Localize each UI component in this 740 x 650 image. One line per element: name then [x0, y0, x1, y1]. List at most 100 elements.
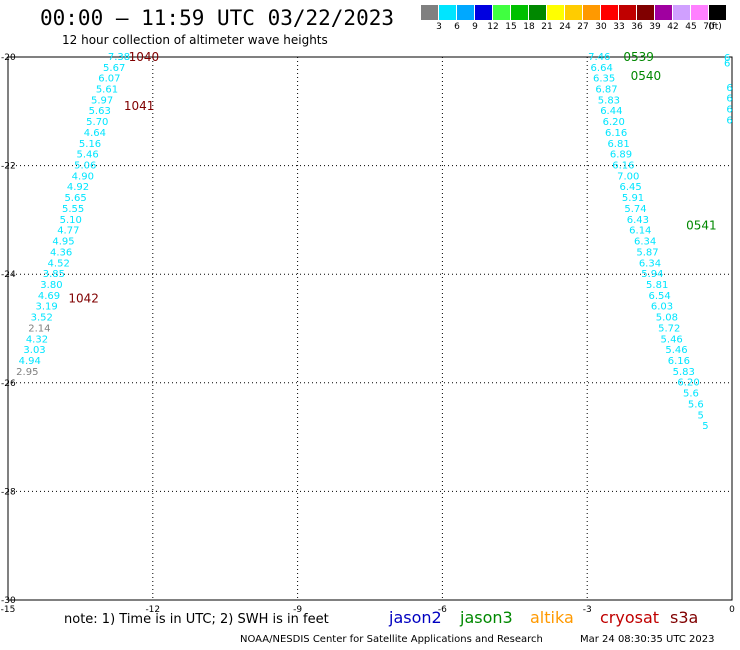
- wave-height-value: 5.83: [673, 367, 695, 378]
- x-tick-label: -6: [438, 605, 447, 615]
- y-tick-label: -26: [1, 379, 16, 389]
- wave-height-value: 5.10: [60, 215, 82, 226]
- x-tick-label: -3: [583, 605, 592, 615]
- page-title: 00:00 – 11:59 UTC 03/22/2023: [40, 6, 395, 30]
- color-scale-label: 15: [505, 22, 517, 32]
- y-tick-label: -22: [1, 162, 16, 172]
- x-tick-label: 0: [729, 605, 735, 615]
- wave-height-value: 5.46: [77, 150, 99, 161]
- wave-height-value: 6.16: [668, 356, 690, 367]
- color-scale-label: 45: [685, 22, 697, 32]
- wave-height-value: 5.87: [636, 247, 658, 258]
- x-tick-label: -15: [1, 605, 16, 615]
- wave-height-value: 3.03: [23, 345, 45, 356]
- pass-time-label: 0541: [686, 218, 717, 232]
- wave-height-value: 4.36: [50, 247, 72, 258]
- pass-time-label: 0540: [631, 69, 662, 83]
- wave-height-value: 5.08: [656, 313, 678, 324]
- color-scale-label: 6: [454, 22, 460, 32]
- wave-height-value: 5.55: [62, 204, 84, 215]
- wave-height-value: 5.70: [86, 117, 108, 128]
- wave-height-value: 5.74: [624, 204, 646, 215]
- wave-height-value: 6.44: [600, 106, 622, 117]
- wave-height-value: 6.35: [593, 74, 615, 85]
- wave-height-value: 6.16: [605, 128, 627, 139]
- plot-frame: [7, 56, 733, 601]
- color-scale-label: 21: [541, 22, 553, 32]
- footer-note: note: 1) Time is in UTC; 2) SWH is in fe…: [64, 612, 329, 627]
- wave-height-value: 6.89: [610, 150, 632, 161]
- wave-height-value: 6: [726, 94, 732, 105]
- wave-height-value: 5.83: [598, 95, 620, 106]
- wave-height-value: 6.03: [651, 302, 673, 313]
- wave-height-value: 3.19: [35, 302, 57, 313]
- wave-height-value: 4.92: [67, 182, 89, 193]
- wave-height-value: 4.95: [52, 237, 74, 248]
- wave-height-value: 6.07: [98, 74, 120, 85]
- color-scale-label: 36: [631, 22, 643, 32]
- wave-height-value: 7.46: [588, 52, 610, 63]
- y-tick-label: -30: [1, 596, 16, 606]
- wave-height-value: 6.14: [629, 226, 651, 237]
- y-tick-label: -24: [1, 270, 16, 280]
- satellite-legend-jason3: jason3: [460, 608, 513, 627]
- wave-height-value: 5.63: [89, 106, 111, 117]
- wave-height-value: 6: [724, 58, 730, 69]
- color-scale-label: 27: [577, 22, 589, 32]
- wave-height-value: 5.97: [91, 95, 113, 106]
- wave-height-value: 5.61: [96, 84, 118, 95]
- wave-height-value: 6.64: [591, 63, 613, 74]
- wave-height-value: 4.69: [38, 291, 60, 302]
- wave-height-value: 6: [726, 105, 732, 116]
- pass-time-label: 0539: [623, 50, 654, 64]
- wave-height-value: 5.94: [641, 269, 663, 280]
- wave-height-value: 3.52: [31, 313, 53, 324]
- wave-height-value: 6.34: [634, 237, 656, 248]
- color-scale-swatch: [529, 5, 546, 20]
- wave-height-value: 5: [697, 410, 703, 421]
- generated-timestamp: Mar 24 08:30:35 UTC 2023: [580, 634, 715, 645]
- wave-height-value: 4.52: [48, 258, 70, 269]
- y-tick-label: -28: [1, 487, 16, 497]
- color-scale-label: 33: [613, 22, 625, 32]
- color-scale-label: 9: [472, 22, 478, 32]
- color-scale-label: 39: [649, 22, 661, 32]
- wave-height-value: 5.6: [688, 399, 704, 410]
- color-scale-label: 24: [559, 22, 571, 32]
- wave-height-value: 7.00: [617, 171, 639, 182]
- wave-height-value: 6.16: [612, 161, 634, 172]
- color-scale-swatch: [421, 5, 438, 20]
- wave-height-value: 5: [702, 421, 708, 432]
- wave-height-value: 5.06: [74, 161, 96, 172]
- wave-height-value: 6.20: [677, 378, 699, 389]
- wave-height-value: 6.34: [639, 258, 661, 269]
- color-scale-swatch: [637, 5, 654, 20]
- color-scale-swatch: [619, 5, 636, 20]
- satellite-legend-jason2: jason2: [389, 608, 442, 627]
- color-scale-swatch: [601, 5, 618, 20]
- satellite-legend-altika: altika: [530, 608, 574, 627]
- color-scale-swatch: [691, 5, 708, 20]
- pass-time-label: 1041: [124, 99, 155, 113]
- wave-height-value: 2.14: [28, 323, 50, 334]
- wave-height-value: 6.87: [595, 84, 617, 95]
- wave-height-value: 3.85: [43, 269, 65, 280]
- wave-height-value: 5.46: [665, 345, 687, 356]
- color-scale-swatch: [457, 5, 474, 20]
- wave-height-value: 7.38: [108, 52, 130, 63]
- color-scale-swatch: [439, 5, 456, 20]
- color-scale-label: 3: [436, 22, 442, 32]
- color-scale-label: 12: [487, 22, 499, 32]
- wave-height-value: 2.95: [16, 367, 38, 378]
- wave-height-value: 5.46: [661, 334, 683, 345]
- pass-time-label: 1040: [129, 50, 160, 64]
- wave-height-value: 5.65: [64, 193, 86, 204]
- color-scale-swatch: [493, 5, 510, 20]
- color-scale-swatch: [709, 5, 726, 20]
- wave-height-value: 4.77: [57, 226, 79, 237]
- color-scale-label: 18: [523, 22, 535, 32]
- wave-height-value: 4.32: [26, 334, 48, 345]
- wave-height-value: 6.81: [607, 139, 629, 150]
- y-tick-label: -20: [1, 53, 16, 63]
